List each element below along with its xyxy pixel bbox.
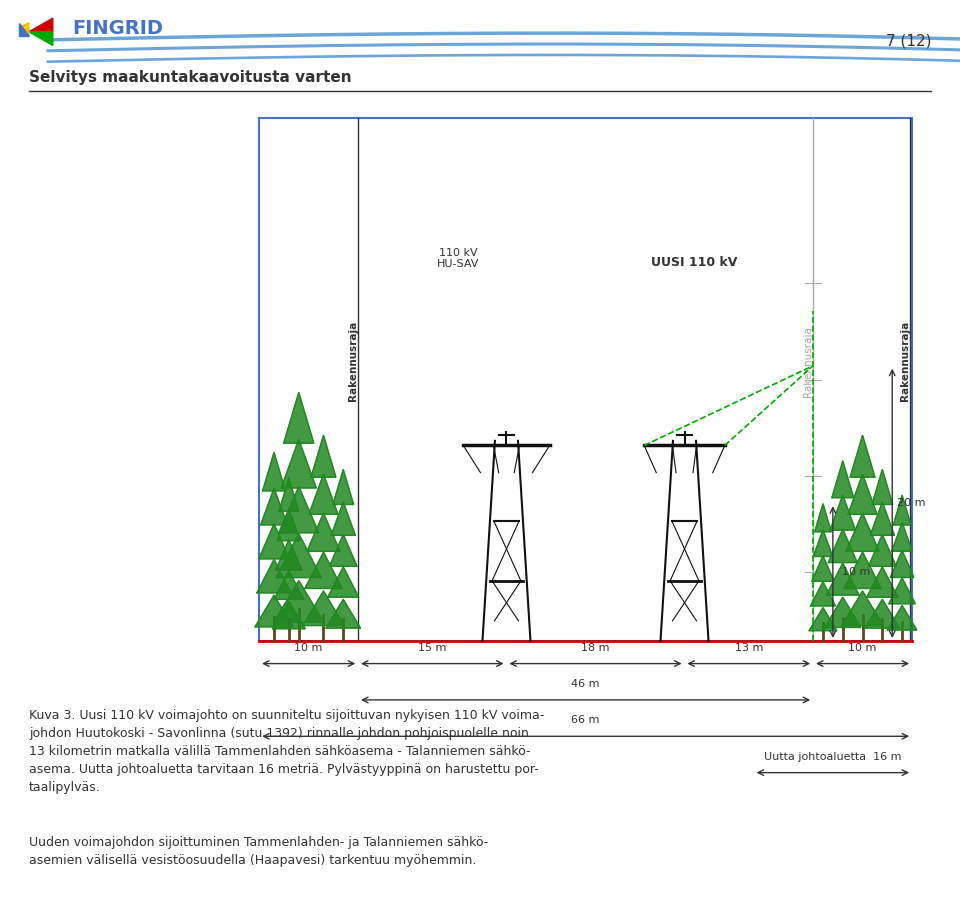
Text: 46 m: 46 m <box>571 679 600 689</box>
Polygon shape <box>276 540 302 570</box>
Polygon shape <box>894 495 911 524</box>
Polygon shape <box>333 469 353 504</box>
Polygon shape <box>278 486 319 533</box>
Text: 7 (12): 7 (12) <box>886 34 931 48</box>
Polygon shape <box>867 567 898 597</box>
Polygon shape <box>259 524 289 559</box>
Polygon shape <box>828 529 857 563</box>
Polygon shape <box>872 469 893 504</box>
Polygon shape <box>29 18 53 32</box>
Polygon shape <box>812 555 834 581</box>
Polygon shape <box>830 495 855 530</box>
Polygon shape <box>277 509 300 541</box>
Text: 20 m: 20 m <box>897 498 925 508</box>
Polygon shape <box>279 478 299 511</box>
Polygon shape <box>827 564 859 595</box>
Polygon shape <box>889 578 915 604</box>
Text: UUSI 110 kV: UUSI 110 kV <box>651 256 737 269</box>
Polygon shape <box>329 534 357 566</box>
Polygon shape <box>284 393 314 444</box>
Text: Uutta johtoaluetta  16 m: Uutta johtoaluetta 16 m <box>764 752 901 762</box>
Text: 10 m: 10 m <box>843 567 871 577</box>
Polygon shape <box>257 559 291 593</box>
Polygon shape <box>29 32 53 45</box>
Text: Uuden voimajohdon sijoittuminen Tammenlahden- ja Talanniemen sähkö-
asemien väli: Uuden voimajohdon sijoittuminen Tammenla… <box>29 836 488 867</box>
Polygon shape <box>870 502 895 535</box>
Polygon shape <box>19 23 29 36</box>
Polygon shape <box>261 488 287 524</box>
Text: Rakennusraja: Rakennusraja <box>804 326 813 396</box>
Bar <box>259 118 912 641</box>
Polygon shape <box>815 504 831 532</box>
Text: Rakennusraja: Rakennusraja <box>900 321 910 402</box>
Polygon shape <box>869 534 896 566</box>
Polygon shape <box>813 530 832 556</box>
Polygon shape <box>846 513 879 552</box>
Polygon shape <box>892 523 912 551</box>
Polygon shape <box>327 567 359 597</box>
Polygon shape <box>326 599 361 628</box>
Polygon shape <box>810 582 835 606</box>
Polygon shape <box>263 453 285 491</box>
Polygon shape <box>309 474 338 514</box>
Text: 110 kV
HU-SAV: 110 kV HU-SAV <box>438 248 480 269</box>
Text: FINGRID: FINGRID <box>72 19 163 37</box>
Text: 10 m: 10 m <box>849 643 876 653</box>
Polygon shape <box>19 23 29 36</box>
Polygon shape <box>825 597 861 627</box>
Text: 15 m: 15 m <box>419 643 446 653</box>
Polygon shape <box>331 502 355 535</box>
Text: Kuva 3. Uusi 110 kV voimajohto on suunniteltu sijoittuvan nykyisen 110 kV voima-: Kuva 3. Uusi 110 kV voimajohto on suunni… <box>29 709 544 794</box>
Polygon shape <box>844 552 881 588</box>
Polygon shape <box>275 571 303 599</box>
Polygon shape <box>809 607 837 631</box>
Polygon shape <box>851 435 875 477</box>
Polygon shape <box>848 474 877 514</box>
Polygon shape <box>887 605 917 630</box>
Polygon shape <box>305 552 342 588</box>
Text: 13 m: 13 m <box>734 643 763 653</box>
Text: Selvitys maakuntakaavoitusta varten: Selvitys maakuntakaavoitusta varten <box>29 70 351 85</box>
Polygon shape <box>865 599 900 628</box>
Text: 18 m: 18 m <box>581 643 610 653</box>
Text: 66 m: 66 m <box>571 715 600 725</box>
Polygon shape <box>274 581 324 623</box>
Polygon shape <box>302 591 345 625</box>
Polygon shape <box>307 513 340 552</box>
Polygon shape <box>273 602 305 629</box>
Text: Rakennusraja: Rakennusraja <box>348 321 358 402</box>
Polygon shape <box>281 439 316 488</box>
Text: 10 m: 10 m <box>295 643 323 653</box>
Polygon shape <box>311 435 336 477</box>
Polygon shape <box>832 461 853 498</box>
Polygon shape <box>842 591 883 625</box>
Polygon shape <box>255 595 293 627</box>
Polygon shape <box>890 550 914 577</box>
Polygon shape <box>276 534 322 577</box>
